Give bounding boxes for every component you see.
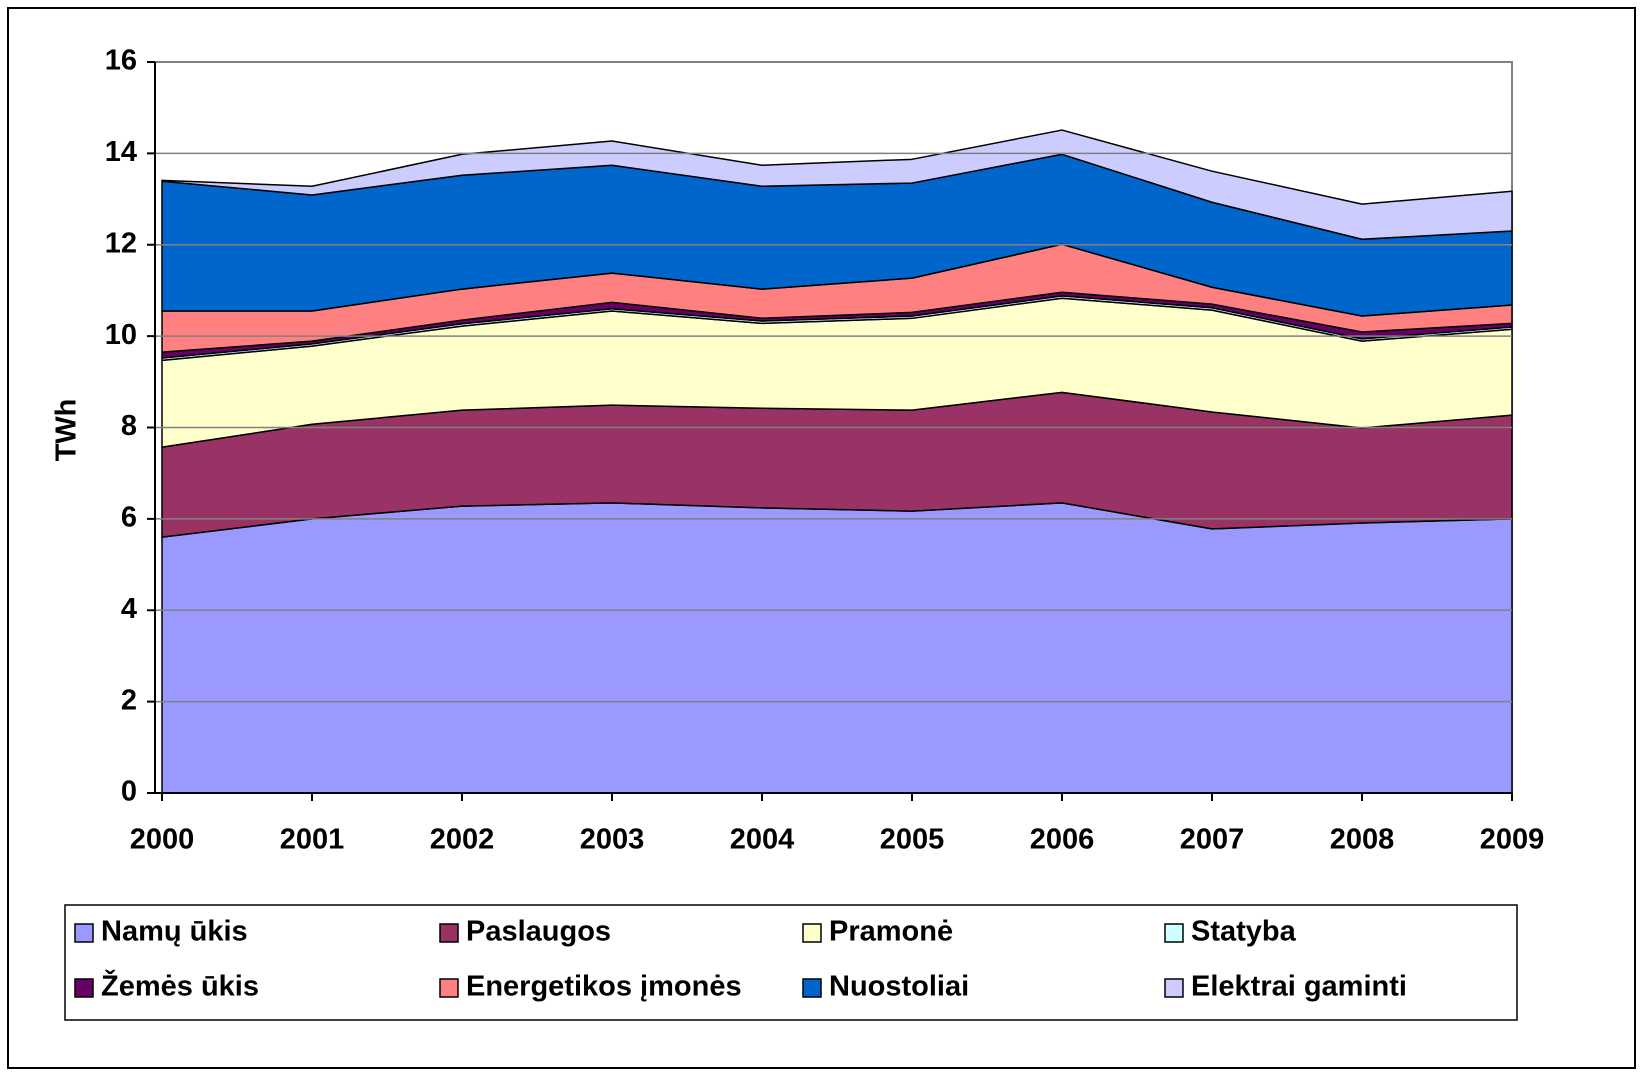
legend-label: Namų ūkis xyxy=(101,916,248,948)
legend-label: Paslaugos xyxy=(466,916,611,948)
legend-label: Nuostoliai xyxy=(829,971,969,1003)
y-tick-label: 0 xyxy=(121,776,137,808)
legend-swatch xyxy=(802,978,822,998)
y-tick-label: 6 xyxy=(121,502,137,534)
area xyxy=(161,129,1513,241)
x-tick-label: 2005 xyxy=(880,824,945,856)
y-tick-label: 8 xyxy=(121,410,137,442)
x-tick-label: 2008 xyxy=(1330,824,1395,856)
legend-swatch xyxy=(1164,923,1184,943)
x-tick-label: 2003 xyxy=(580,824,645,856)
legend-label: Energetikos įmonės xyxy=(466,971,742,1003)
x-tick-label: 2001 xyxy=(280,824,345,856)
y-tick-label: 4 xyxy=(121,593,137,625)
y-tick-label: 12 xyxy=(105,227,137,259)
legend-label: Statyba xyxy=(1191,916,1297,948)
legend-swatch xyxy=(74,978,94,998)
x-tick-label: 2009 xyxy=(1480,824,1545,856)
x-tick-label: 2007 xyxy=(1180,824,1245,856)
y-tick-label: 14 xyxy=(105,136,137,168)
legend-label: Elektrai gaminti xyxy=(1191,971,1407,1003)
legend xyxy=(64,904,1518,1021)
x-tick-label: 2004 xyxy=(730,824,795,856)
legend-label: Žemės ūkis xyxy=(101,969,259,1003)
y-axis-label: TWh xyxy=(51,399,83,462)
legend-swatch xyxy=(439,978,459,998)
x-tick-label: 2002 xyxy=(430,824,495,856)
legend-swatch xyxy=(74,923,94,943)
y-tick-label: 2 xyxy=(121,684,137,716)
x-tick-label: 2006 xyxy=(1030,824,1095,856)
legend-swatch xyxy=(439,923,459,943)
y-tick-label: 16 xyxy=(105,45,137,77)
area xyxy=(161,502,1513,794)
x-tick-label: 2000 xyxy=(130,824,195,856)
legend-swatch xyxy=(802,923,822,943)
legend-label: Pramonė xyxy=(829,916,953,948)
y-tick-label: 10 xyxy=(105,319,137,351)
legend-swatch xyxy=(1164,978,1184,998)
